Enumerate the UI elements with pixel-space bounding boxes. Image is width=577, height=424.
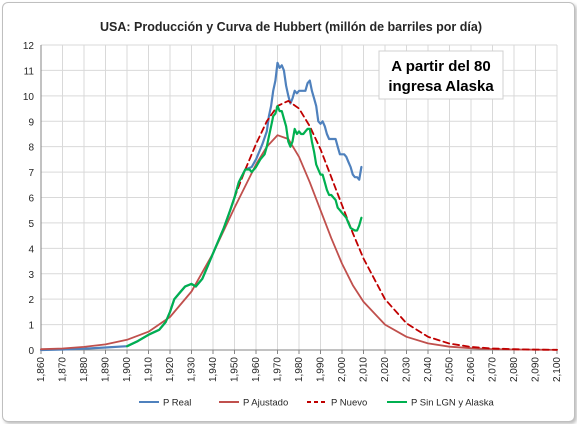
y-tick-label: 2: [28, 295, 34, 306]
legend-label-2: P Ajustado: [243, 398, 288, 409]
series-line-1: [39, 61, 363, 352]
x-tick-label: 2,100: [552, 357, 563, 382]
series-line-2: [40, 134, 558, 351]
x-tick-label: 1,870: [58, 357, 69, 382]
x-tick-label: 1,960: [251, 357, 262, 382]
x-tick-label: 1,990: [316, 357, 327, 382]
x-tick-label: 1,910: [144, 357, 155, 382]
y-tick-label: 4: [28, 244, 34, 255]
x-tick-label: 1,900: [122, 357, 133, 382]
x-tick-label: 2,000: [337, 357, 348, 382]
y-tick-label: 0: [28, 346, 34, 357]
y-tick-label: 7: [28, 168, 34, 179]
x-tick-label: 1,950: [230, 357, 241, 382]
annotation-line-2: ingresa Alaska: [388, 78, 494, 95]
series-line-4: [125, 104, 363, 348]
axes: [40, 45, 558, 354]
legend-label-4: P Sin LGN y Alaska: [411, 398, 494, 409]
x-tick-label: 2,070: [488, 357, 499, 382]
legend: P Real P Ajustado P Nuevo P Sin LGN y Alask…: [139, 398, 494, 409]
x-tick-label: 1,970: [273, 357, 284, 382]
x-tick-label: 2,040: [423, 357, 434, 382]
y-tick-label: 10: [23, 92, 35, 103]
y-tick-label: 5: [28, 219, 34, 230]
x-tick-label: 1,930: [187, 357, 198, 382]
annotation-line-1: A partir del 80: [391, 58, 490, 75]
x-tick-label: 2,030: [402, 357, 413, 382]
x-tick-label: 2,050: [445, 357, 456, 382]
x-tick-label: 1,920: [165, 357, 176, 382]
x-tick-label: 2,010: [359, 357, 370, 382]
legend-label-3: P Nuevo: [331, 398, 367, 409]
y-tick-label: 9: [28, 117, 34, 128]
annotation-box: A partir del 80 ingresa Alaska: [378, 50, 504, 100]
y-tick-label: 8: [28, 143, 34, 154]
x-tick-label: 2,020: [380, 357, 391, 382]
x-tick-label: 1,880: [79, 357, 90, 382]
x-tick-labels: 1,860 1,870 1,880 1,890 1,900 1,910 1,920 1,930…: [36, 357, 563, 382]
y-tick-label: 1: [28, 321, 34, 332]
y-tick-label: 3: [28, 270, 34, 281]
legend-label-1: P Real: [163, 398, 191, 409]
x-tick-label: 1,940: [208, 357, 219, 382]
series-line-3: [233, 100, 558, 351]
x-tick-label: 1,860: [36, 357, 47, 382]
y-tick-label: 11: [24, 66, 35, 77]
chart-title: USA: Producción y Curva de Hubbert (mill…: [100, 20, 482, 34]
x-tick-label: 1,980: [294, 357, 305, 382]
hubbert-chart: USA: Producción y Curva de Hubbert (mill…: [23, 20, 563, 409]
x-tick-label: 2,060: [466, 357, 477, 382]
x-tick-label: 2,090: [531, 357, 542, 382]
x-tick-label: 2,080: [509, 357, 520, 382]
x-tick-label: 1,890: [101, 357, 112, 382]
y-tick-label: 12: [23, 41, 35, 52]
series-lines: [39, 61, 558, 352]
y-tick-label: 6: [28, 194, 34, 205]
